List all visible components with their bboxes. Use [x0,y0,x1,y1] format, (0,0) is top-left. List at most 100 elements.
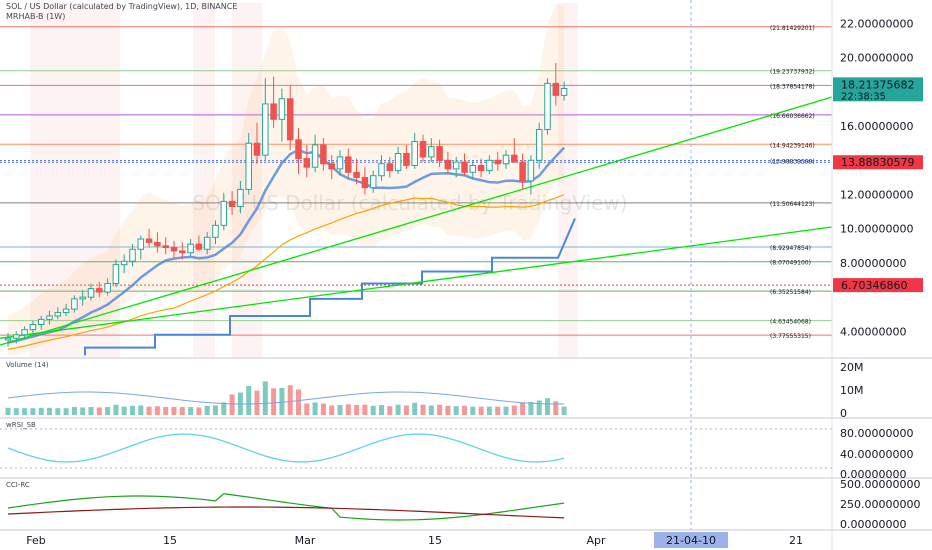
cursor-date-tag [654,532,728,548]
volume-bar [412,402,418,415]
candle-body [96,288,103,293]
volume-bar [329,405,335,415]
candle-body [461,161,468,173]
candle-body [137,238,145,250]
envelope-band [8,3,565,356]
volume-bar [221,402,227,415]
pivot-level-label: (14.94239146) [770,142,815,149]
candle-body [228,200,236,208]
volume-bar [80,407,86,415]
moving-average-line [7,194,565,350]
candle-body [403,152,410,166]
candle-body [245,142,252,190]
volume-bar [63,408,69,415]
candle-body [311,144,319,168]
candle-body [477,164,485,172]
candle-body [411,141,418,166]
candle-body [527,159,535,182]
volume-bar [163,407,169,415]
candle-body [535,129,543,161]
candle-body [378,163,385,177]
cci-signal-line [7,506,565,519]
candle-body [120,260,128,266]
volume-bar [345,404,351,415]
pivot-level-label: (4.63454068) [770,319,811,326]
volume-bar [138,405,144,415]
candle-body [394,152,402,172]
volume-bar [121,406,127,415]
volume-tick-label: 0 [840,407,847,420]
price-tick-label: 12.00000000 [840,189,913,202]
volume-bar [536,400,542,415]
candle-body [278,98,286,120]
pivot-level-label: (21.81429201) [770,25,815,32]
candle-body [37,318,45,326]
cci-line [7,493,565,521]
candle-body [46,315,53,320]
candle-body [486,159,493,172]
candle-body [519,161,526,182]
candle-body [13,334,20,339]
volume-bar [262,381,268,415]
last-price-tag [833,77,923,102]
pivot-level-label: (6.35251584) [770,289,811,296]
candle-body [262,103,269,156]
candle-body [444,159,452,170]
candle-body [544,82,551,131]
candle-body [112,264,120,284]
candle-body [369,175,377,189]
candle-body [237,188,244,208]
volume-bar [55,408,61,415]
volume-bar [354,405,360,415]
volume-tick-label: 20M [840,361,864,374]
volume-bar [146,406,152,415]
volume-bar [188,407,194,415]
candle-body [145,238,153,243]
pivot-level-label: (3.77555315) [770,333,811,340]
candle-body [62,308,70,314]
candle-body [104,282,111,293]
price-tick-label: 4.00000000 [840,325,906,338]
candle-body [162,245,169,249]
cci-tick-label: 250.00000000 [840,498,920,511]
wrsi-tick-label: 0.00000000 [840,468,906,481]
volume-bar [511,405,517,415]
level-low-tag-bg [833,278,923,293]
candle-body [286,98,294,141]
fast-average-line [7,146,566,344]
pivot-level-label: (8.92947854) [770,245,811,252]
indicator-title: MRHAB-B (1W) [6,12,66,21]
volume-bar [287,385,293,415]
candle-body [469,164,477,173]
volume-bar [387,406,393,415]
countdown-value: 22:38:35 [841,91,886,102]
highlight-band [30,3,120,357]
price-tick-label: 8.00000000 [840,257,906,270]
candle-body [303,158,311,168]
volume-bar [130,405,135,415]
weekly-step-line [84,218,576,356]
volume-bar [213,405,218,415]
volume-bar [171,407,177,415]
pivot-level-label: (19.23737932) [770,69,815,76]
volume-bar [395,404,401,415]
cci-pane-title: CCI-RC [6,481,30,489]
volume-bar [403,405,409,415]
pivot-level-label: (11.50644123) [770,201,815,208]
time-tick-label: Mar [295,534,316,547]
candle-body [179,250,186,254]
chart-symbol-title: SOL / US Dollar (calculated by TradingVi… [6,2,238,11]
candle-body [87,288,95,298]
volume-bar [561,406,567,415]
wrsi-line [7,433,565,463]
volume-bar [528,402,534,415]
candle-body [386,163,394,172]
candle-body [71,298,78,310]
candle-body [502,154,510,165]
volume-tick-label: 10M [840,384,864,397]
volume-bar [254,390,260,415]
level-high-tag-bg [833,155,923,170]
volume-bar [437,404,443,415]
time-tick-label: 15 [163,534,177,547]
